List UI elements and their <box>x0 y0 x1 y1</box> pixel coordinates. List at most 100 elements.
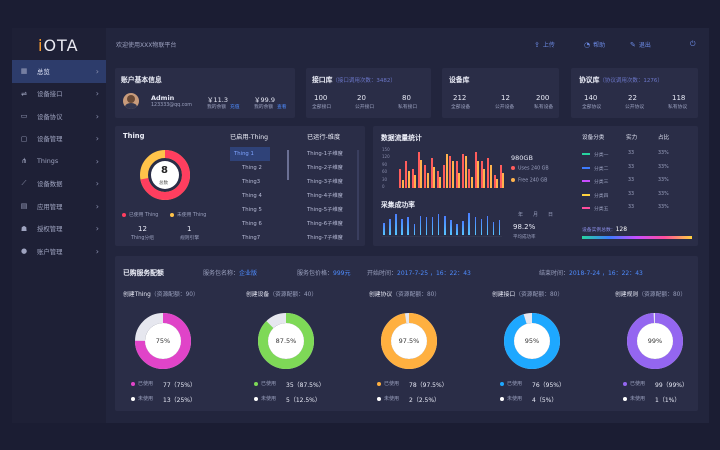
quota-donut-center <box>145 323 181 359</box>
traffic-bar <box>430 157 433 188</box>
traffic-bar <box>468 169 471 188</box>
quota-title: 创建规则（资源配额：80） <box>615 292 687 298</box>
quota-used-value: 77（75%） <box>163 382 196 389</box>
nav-account-manage[interactable]: ● 账户管理 › <box>20 246 99 256</box>
list-item[interactable]: Thing-4子维度 <box>307 193 343 199</box>
sms-balance-label: 我的余额 <box>254 105 274 110</box>
category-cell: 33 <box>628 191 635 197</box>
y-tick-label: 120 <box>382 154 390 160</box>
topbar: 欢迎使用XXX物联平台 ⇪ 上传 ◔ 帮助 ✎ 退出 ⏻ <box>106 28 709 60</box>
list-item[interactable]: Thing 5 <box>242 207 262 213</box>
list-item[interactable]: Thing-6子维度 <box>307 221 343 227</box>
period-day[interactable]: 日 <box>548 212 554 218</box>
rule-engine-label: 规则引擎 <box>180 236 200 241</box>
quota-unused-label: 未使用 <box>131 395 153 402</box>
category-cell: 33 <box>628 178 635 183</box>
traffic-bar <box>496 178 498 188</box>
traffic-title: 数据流量统计 <box>381 134 422 142</box>
nav-app-manage[interactable]: ▤ 应用管理 › <box>20 201 99 211</box>
quota-donut-used <box>627 313 683 369</box>
protocol-card <box>571 68 698 118</box>
interface-title: 接口库（接口调用次数：3482） <box>312 76 396 84</box>
collect-bar <box>468 213 470 235</box>
chevron-right-icon: › <box>95 66 99 76</box>
quota-used-label: 已使用 <box>623 380 645 387</box>
list-item[interactable]: Thing3 <box>242 179 261 185</box>
view-link[interactable]: 查看 <box>277 105 287 110</box>
quota-unused-value: 4（5%） <box>532 397 558 404</box>
quota-used-label: 已使用 <box>377 380 399 387</box>
nav-things[interactable]: ⋔ Things › <box>12 150 106 173</box>
category-cell: 33% <box>658 164 669 170</box>
list-item[interactable]: Thing 2 <box>242 165 262 171</box>
y-tick-label: 60 <box>382 169 388 175</box>
devices-public-label: 公开设备 <box>495 105 515 110</box>
protocol-title: 协议库（协议调用次数：1276） <box>579 76 663 84</box>
chevron-right-icon: › <box>95 246 99 256</box>
quota-donut <box>135 313 191 369</box>
devices-card <box>442 68 559 118</box>
collect-bar <box>425 217 428 235</box>
help-button[interactable]: ◔ 帮助 <box>584 40 606 50</box>
list-item[interactable]: Thing-3子维度 <box>307 179 343 185</box>
nav-auth-manage[interactable]: ☗ 授权管理 › <box>20 224 99 234</box>
protocol-private-label: 私有协议 <box>668 105 688 110</box>
traffic-bar <box>458 172 461 188</box>
devices-public-value: 12 <box>501 94 510 102</box>
legend-free: Free 240 GB <box>511 178 547 184</box>
nav-device-protocol[interactable]: ▭ 设备协议 › <box>20 111 99 121</box>
category-swatch <box>582 166 590 169</box>
list-item[interactable]: Thing 4 <box>242 193 262 199</box>
recharge-link[interactable]: 充值 <box>230 105 240 110</box>
category-cell: 33 <box>628 205 635 210</box>
quota-donut-used <box>135 313 191 369</box>
users-icon: ☗ <box>20 224 28 233</box>
app-icon: ▤ <box>20 202 28 211</box>
list-item[interactable]: Thing-7子维度 <box>307 235 343 241</box>
traffic-bar <box>417 151 420 188</box>
nav-device-interface[interactable]: ⇌ 设备接口 › <box>12 83 106 106</box>
list-item[interactable]: Thing-1子维度 <box>307 151 343 157</box>
list-item[interactable]: Thing-2子维度 <box>307 165 343 171</box>
network-icon: ⋔ <box>21 157 27 166</box>
category-cell: 33% <box>658 178 669 183</box>
upload-button[interactable]: ⇪ 上传 <box>534 40 555 50</box>
quota-title: 创建协议（资源配额：80） <box>369 292 441 298</box>
quota-used-value: 35（87.5%） <box>286 382 325 389</box>
traffic-bar <box>462 153 464 188</box>
protocol-public-label: 公开协议 <box>625 105 645 110</box>
period-month[interactable]: 月 <box>533 212 539 218</box>
category-header: 设备分类 <box>582 135 605 141</box>
thing-title: Thing <box>123 132 145 140</box>
scrollbar[interactable] <box>357 150 359 240</box>
dashboard-icon: ▦ <box>20 67 28 76</box>
nav-overview[interactable]: ▦ 总览 › <box>12 60 106 83</box>
list-item[interactable]: Thing7 <box>242 235 261 241</box>
period-year[interactable]: 年 <box>518 212 524 218</box>
quota-unused-value: 13（25%） <box>163 397 196 404</box>
interface-all-value: 100 <box>314 94 328 102</box>
category-cell: 33 <box>628 164 635 170</box>
nav-device-data[interactable]: ⟋ 设备数据 › <box>12 173 106 196</box>
quota-donut-center <box>268 323 304 359</box>
account-email: 123333@qq.com <box>151 103 192 108</box>
collect-bar <box>444 216 446 235</box>
thing-donut <box>140 150 190 200</box>
category-color-bar <box>582 236 692 239</box>
chart-line-icon: ⟋ <box>21 179 27 188</box>
running-dim-title: 已运行-维度 <box>307 134 341 141</box>
list-item[interactable]: Thing-5子维度 <box>307 207 343 213</box>
exit-button[interactable]: ✎ 退出 <box>630 40 651 50</box>
protocol-private-value: 118 <box>672 94 686 102</box>
traffic-total: 980GB <box>511 154 533 162</box>
y-tick-label: 150 <box>382 147 390 152</box>
nav-device-manage[interactable]: ▢ 设备管理 › <box>20 134 99 144</box>
quota-donut-used <box>258 313 314 369</box>
traffic-bar <box>474 151 477 188</box>
list-item[interactable]: Thing 6 <box>242 221 262 227</box>
interface-private-value: 80 <box>402 94 411 102</box>
collect-bar <box>492 221 495 235</box>
scrollbar[interactable] <box>287 150 289 180</box>
power-button[interactable]: ⏻ <box>690 40 699 49</box>
list-item[interactable]: Thing 1 <box>230 147 270 161</box>
